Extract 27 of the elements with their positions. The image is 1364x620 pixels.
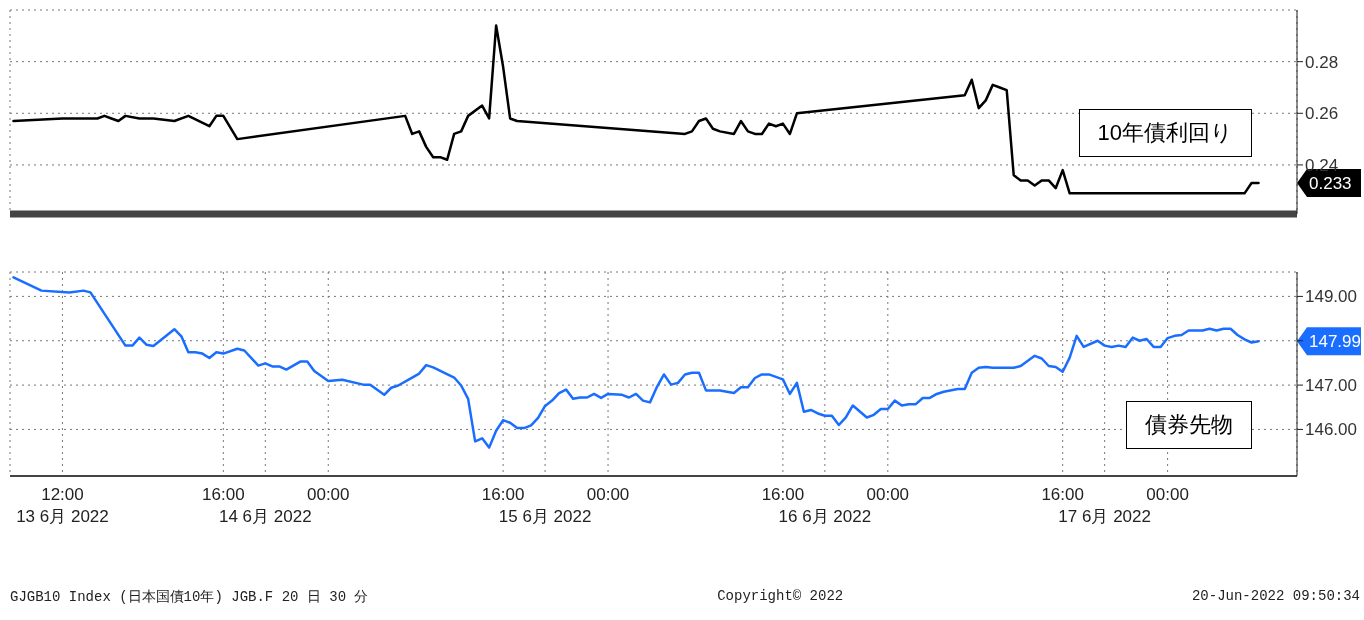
y-tick-label: 147.00 (1305, 376, 1357, 396)
text: 147.99 (1309, 332, 1361, 352)
text: 20-Jun-2022 09:50:34 (1191, 588, 1360, 606)
y-tick-label: 0.28 (1305, 52, 1339, 72)
x-tick-label: 16:00 (202, 485, 245, 504)
x-tick-label: 14 6月 2022 (218, 507, 312, 526)
x-tick-label: 16:00 (761, 485, 805, 504)
text: GJGB10 Index (日本国債10年) JGB.F 20 日 30 分 (10, 588, 369, 606)
x-tick-label: 00:00 (866, 485, 910, 504)
x-tick-label: 00:00 (1146, 485, 1189, 504)
line-series (12, 24, 1260, 195)
y-tick-label: 0.26 (1305, 104, 1339, 124)
x-tick-label: 17 6月 2022 (1058, 507, 1151, 526)
x-tick-label: 16:00 (481, 485, 525, 504)
y-tick-label: 146.00 (1305, 420, 1357, 440)
x-tick-label: 16 6月 2022 (778, 507, 872, 526)
x-tick-label: 15 6月 2022 (498, 507, 592, 526)
x-tick-label: 16:00 (1041, 485, 1084, 504)
text: 0.233 (1309, 174, 1352, 194)
text: 債券先物 (1126, 401, 1252, 449)
x-tick-label: 00:00 (586, 485, 630, 504)
text: Copyright© 2022 (717, 588, 844, 606)
x-tick-label: 12:00 13 6月 2022 (16, 485, 109, 526)
line-series (12, 276, 1260, 449)
series-label: 10年債利回り (1078, 109, 1252, 157)
y-tick-label: 149.00 (1305, 287, 1357, 307)
x-tick-label: 00:00 (306, 485, 350, 504)
